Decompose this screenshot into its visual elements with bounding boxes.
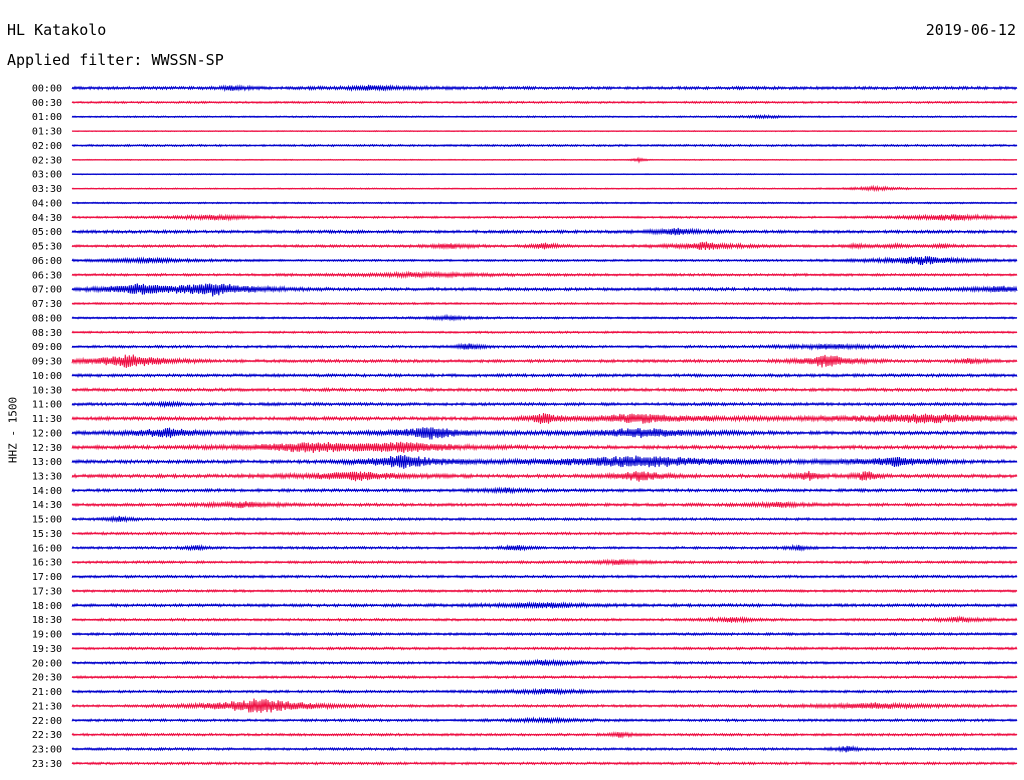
tick-label: 15:00 [32, 515, 62, 526]
tick-label: 21:30 [32, 701, 62, 712]
tick-label: 11:00 [32, 400, 62, 411]
tick-label: 15:30 [32, 529, 62, 540]
tick-label: 02:30 [32, 155, 62, 166]
tick-label: 01:00 [32, 112, 62, 123]
tick-label: 12:00 [32, 428, 62, 439]
tick-label: 17:00 [32, 572, 62, 583]
tick-label: 16:30 [32, 558, 62, 569]
tick-label: 02:00 [32, 141, 62, 152]
tick-label: 10:00 [32, 371, 62, 382]
tick-label: 21:00 [32, 687, 62, 698]
tick-label: 17:30 [32, 586, 62, 597]
trace-line [71, 698, 1018, 713]
tick-label: 06:30 [32, 270, 62, 281]
tick-label: 13:00 [32, 457, 62, 468]
tick-label: 05:30 [32, 242, 62, 253]
tick-label: 14:30 [32, 500, 62, 511]
tick-label: 19:30 [32, 644, 62, 655]
tick-label: 20:30 [32, 673, 62, 684]
tick-label: 22:00 [32, 716, 62, 727]
tick-label: 03:00 [32, 170, 62, 181]
tick-label: 14:00 [32, 486, 62, 497]
trace-line [71, 283, 1018, 297]
tick-label: 12:30 [32, 443, 62, 454]
traces: 00:00 00:30 01:00 01:30 02:00 02:30 03:00 03:30… [32, 84, 1018, 770]
tick-label: 23:00 [32, 745, 62, 756]
tick-label: 11:30 [32, 414, 62, 425]
tick-label: 20:00 [32, 658, 62, 669]
tick-label: 07:30 [32, 299, 62, 310]
tick-label: 22:30 [32, 730, 62, 741]
tick-label: 00:00 [32, 84, 62, 95]
tick-label: 09:00 [32, 342, 62, 353]
date-label: 2019-06-12 [925, 21, 1016, 39]
tick-label: 23:30 [32, 759, 62, 770]
tick-label: 08:00 [32, 313, 62, 324]
tick-label: 03:30 [32, 184, 62, 195]
station-title: HL Katakolo [7, 21, 107, 39]
tick-label: 07:00 [32, 285, 62, 296]
tick-label: 00:30 [32, 98, 62, 109]
filter-label: Applied filter: WWSSN-SP [7, 51, 224, 69]
tick-label: 09:30 [32, 357, 62, 368]
tick-label: 08:30 [32, 328, 62, 339]
tick-label: 05:00 [32, 227, 62, 238]
tick-label: 19:00 [32, 630, 62, 641]
tick-label: 01:30 [32, 127, 62, 138]
tick-label: 13:30 [32, 471, 62, 482]
tick-label: 04:30 [32, 213, 62, 224]
tick-label: 06:00 [32, 256, 62, 267]
tick-label: 18:00 [32, 601, 62, 612]
tick-label: 10:30 [32, 385, 62, 396]
tick-label: 18:30 [32, 615, 62, 626]
tick-label: 04:00 [32, 198, 62, 209]
tick-label: 16:00 [32, 543, 62, 554]
